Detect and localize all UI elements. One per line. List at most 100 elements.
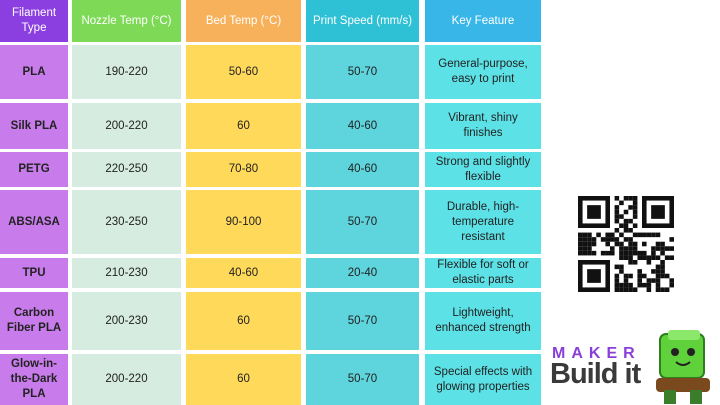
qr-module: [614, 228, 620, 233]
table-cell: PETG: [0, 152, 68, 187]
table-cell: 40-60: [306, 103, 419, 149]
qr-module: [628, 246, 633, 251]
table-cell: 230-250: [72, 190, 181, 254]
qr-module: [623, 255, 629, 260]
qr-module: [614, 237, 620, 242]
table-cell: 50-70: [306, 190, 419, 254]
qr-module: [651, 269, 656, 274]
table-cell: Strong and slightly flexible: [425, 152, 541, 187]
qr-module: [632, 214, 638, 219]
qr-module: [637, 273, 642, 279]
qr-module: [660, 264, 665, 270]
table-cell: Durable, high-temperature resistant: [425, 190, 541, 254]
table-cell: 40-60: [186, 258, 301, 288]
qr-module: [664, 255, 670, 260]
qr-module: [651, 250, 656, 256]
qr-module: [632, 250, 638, 256]
qr-module: [600, 237, 606, 242]
qr-module: [623, 228, 629, 233]
qr-module: [664, 287, 670, 292]
qr-module: [660, 250, 665, 256]
qr-module: [614, 282, 620, 288]
qr-module: [632, 246, 638, 251]
qr-module: [637, 232, 642, 238]
qr-module: [600, 250, 606, 256]
qr-module: [614, 205, 620, 210]
qr-module: [619, 269, 624, 274]
qr-module: [619, 223, 624, 228]
table-cell: Lightweight, enhanced strength: [425, 292, 541, 350]
qr-module: [610, 232, 615, 238]
qr-module: [619, 241, 624, 247]
qr-module: [628, 287, 633, 292]
qr-module: [632, 205, 638, 210]
qr-module: [632, 196, 638, 201]
qr-module: [614, 264, 620, 270]
qr-module: [651, 255, 656, 260]
qr-module: [655, 278, 661, 283]
table-cell: Vibrant, shiny finishes: [425, 103, 541, 149]
qr-module: [610, 246, 615, 251]
table-cell: Nozzle Temp (°C): [72, 0, 181, 42]
qr-module: [605, 250, 610, 256]
table-cell: 60: [186, 103, 301, 149]
qr-module: [637, 250, 642, 256]
qr-module: [619, 214, 624, 219]
table-cell: General-purpose, easy to print: [425, 45, 541, 99]
qr-module: [642, 255, 647, 260]
qr-module: [591, 237, 597, 242]
qr-module: [623, 218, 629, 224]
qr-module: [632, 260, 638, 265]
qr-module: [578, 241, 583, 247]
qr-module: [632, 241, 638, 247]
qr-module: [587, 205, 601, 219]
qr-module: [628, 218, 633, 224]
qr-module: [619, 282, 624, 288]
table-cell: 200-220: [72, 103, 181, 149]
qr-module: [637, 282, 642, 288]
qr-module: [655, 255, 661, 260]
qr-module: [646, 260, 652, 265]
table-cell: Carbon Fiber PLA: [0, 292, 68, 350]
qr-module: [587, 246, 592, 251]
table-cell: 220-250: [72, 152, 181, 187]
qr-module: [642, 232, 647, 238]
qr-module: [655, 246, 661, 251]
qr-module: [578, 250, 583, 256]
qr-module: [623, 287, 629, 292]
qr-module: [651, 246, 656, 251]
qr-module: [623, 196, 629, 201]
qr-module: [632, 200, 638, 206]
table-cell: 210-230: [72, 258, 181, 288]
table-cell: Print Speed (mm/s): [306, 0, 419, 42]
qr-module: [623, 209, 629, 215]
mascot: [656, 330, 710, 404]
table-cell: 200-230: [72, 292, 181, 350]
qr-module: [587, 250, 592, 256]
qr-module: [623, 223, 629, 228]
qr-module: [591, 241, 597, 247]
qr-module: [642, 273, 647, 279]
table-cell: ABS/ASA: [0, 190, 68, 254]
qr-module: [610, 250, 615, 256]
table-cell: TPU: [0, 258, 68, 288]
qr-module: [637, 278, 642, 283]
qr-module: [587, 237, 592, 242]
qr-module: [660, 273, 665, 279]
qr-module: [628, 250, 633, 256]
table-cell: 60: [186, 292, 301, 350]
qr-module: [660, 287, 665, 292]
qr-module: [623, 273, 629, 279]
qr-module: [642, 282, 647, 288]
qr-module: [646, 255, 652, 260]
qr-module: [655, 287, 661, 292]
qr-module: [669, 278, 674, 283]
qr-module: [614, 273, 620, 279]
qr-module: [614, 214, 620, 219]
qr-module: [669, 246, 674, 251]
qr-module: [619, 200, 624, 206]
qr-module: [578, 232, 583, 238]
qr-module: [651, 232, 656, 238]
qr-module: [628, 260, 633, 265]
